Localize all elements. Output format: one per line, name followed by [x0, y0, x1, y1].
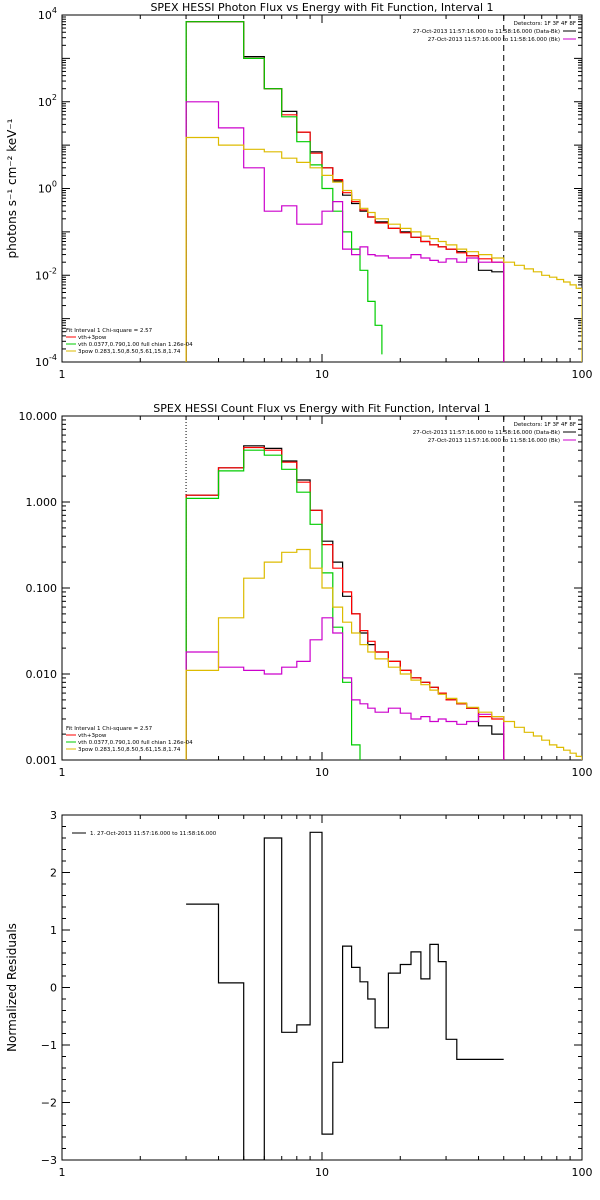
legend-detectors: Detectors: 1F 3F 4F 8F: [514, 422, 576, 428]
y-tick-label: 10-2: [35, 266, 57, 282]
y-tick-label: −3: [41, 1154, 57, 1167]
series-line-2: [185, 21, 505, 362]
x-tick-label: 100: [572, 1166, 593, 1179]
fit-interval-label: Fit Interval 1 Chi-square = 2.57: [66, 726, 153, 732]
x-tick-label: 1: [59, 1166, 66, 1179]
legend-entry: 1. 27-Oct-2013 11:57:16.000 to 11:58:16.…: [90, 831, 217, 837]
legend-detectors: Detectors: 1F 3F 4F 8F: [514, 21, 576, 27]
series-group: [185, 15, 582, 362]
series-line-3: [185, 21, 383, 362]
fit-legend-entry: vth 0.0377,0.790,1.00 full chian 1.26e-0…: [78, 740, 193, 746]
y-tick-label: 104: [38, 6, 57, 22]
chart-2: SPEX HESSI Count Flux vs Energy with Fit…: [19, 402, 593, 779]
y-tick-label: 0: [50, 982, 57, 995]
legend-entry: 27-Oct-2013 11:57:16.000 to 11:58:16.000…: [428, 37, 560, 43]
series-line-1: [185, 445, 505, 760]
y-tick-label: 10-4: [35, 353, 57, 369]
fit-legend-entry: vth+3pow: [78, 335, 107, 341]
x-tick-label: 100: [572, 766, 593, 779]
series-line-5: [185, 136, 582, 362]
y-tick-label: 0.100: [26, 582, 58, 595]
series-group: [186, 831, 504, 1160]
fit-interval-label: Fit Interval 1 Chi-square = 2.57: [66, 328, 153, 334]
chart-title: SPEX HESSI Count Flux vs Energy with Fit…: [153, 402, 490, 415]
y-tick-label: 0.010: [26, 668, 58, 681]
series-line-5: [185, 548, 582, 760]
y-tick-label: 102: [38, 93, 57, 109]
y-tick-label: −1: [41, 1039, 57, 1052]
series-line-1: [186, 831, 504, 1160]
legend-entry: 27-Oct-2013 11:57:16.000 to 11:58:16.000…: [413, 29, 560, 35]
chart-title: SPEX HESSI Photon Flux vs Energy with Fi…: [150, 1, 493, 14]
x-tick-label: 10: [315, 368, 329, 381]
y-tick-label: 1.000: [26, 496, 58, 509]
series-line-2: [185, 446, 505, 760]
y-tick-label: 3: [50, 809, 57, 822]
fit-legend-entry: vth+3pow: [78, 733, 107, 739]
x-tick-label: 10: [315, 1166, 329, 1179]
series-line-4: [185, 617, 505, 760]
y-tick-label: 2: [50, 867, 57, 880]
y-axis-label: Normalized Residuals: [5, 923, 19, 1052]
y-tick-label: −2: [41, 1097, 57, 1110]
x-tick-label: 1: [59, 368, 66, 381]
series-line-3: [185, 449, 361, 760]
y-tick-label: 10.000: [19, 410, 58, 423]
fit-legend-entry: vth 0.0377,0.790,1.00 full chian 1.26e-0…: [78, 342, 193, 348]
y-tick-label: 1: [50, 924, 57, 937]
x-tick-label: 100: [572, 368, 593, 381]
series-line-4: [185, 101, 505, 362]
legend-entry: 27-Oct-2013 11:57:16.000 to 11:58:16.000…: [413, 430, 560, 436]
y-axis-label: photons s⁻¹ cm⁻² keV⁻¹: [5, 118, 19, 258]
legend-entry: 27-Oct-2013 11:57:16.000 to 11:58:16.000…: [428, 438, 560, 444]
y-tick-label: 100: [38, 180, 57, 196]
chart-3: Normalized Residuals 1 10 100 −3 −2 −1 0 1 2 3 1. 2…: [5, 809, 593, 1179]
fit-legend-entry: 3pow 0.283,1.50,8.50,5.61,15.8,1.74: [78, 349, 181, 355]
y-tick-label: 0.001: [26, 754, 58, 767]
series-group: [185, 416, 582, 760]
x-tick-label: 10: [315, 766, 329, 779]
fit-legend-entry: 3pow 0.283,1.50,8.50,5.61,15.8,1.74: [78, 747, 181, 753]
chart-1: SPEX HESSI Photon Flux vs Energy with Fi…: [5, 1, 593, 381]
x-tick-label: 1: [59, 766, 66, 779]
